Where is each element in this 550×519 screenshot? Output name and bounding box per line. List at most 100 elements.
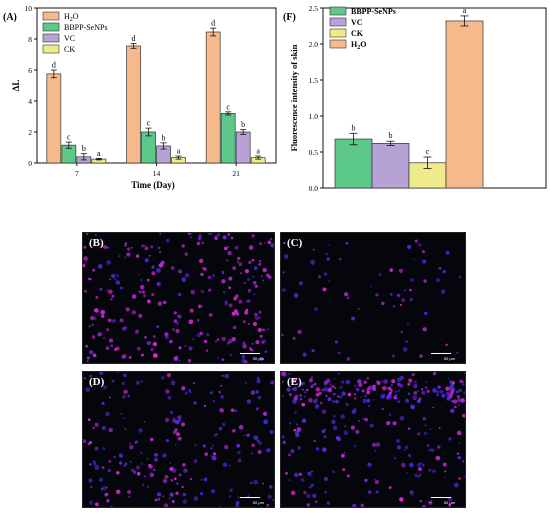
cell-nucleus xyxy=(151,271,156,276)
cell-nucleus xyxy=(101,466,105,469)
cell-nucleus xyxy=(220,394,225,399)
cell-nucleus xyxy=(111,379,115,383)
cell-nucleus xyxy=(88,478,93,483)
cell-nucleus xyxy=(201,241,204,244)
cell-nucleus xyxy=(439,386,441,389)
cell-nucleus xyxy=(224,246,228,251)
cell-nucleus xyxy=(234,409,238,412)
cell-nucleus xyxy=(196,333,201,338)
cell-nucleus xyxy=(170,380,176,386)
stained-cells xyxy=(281,239,462,361)
cell-nucleus xyxy=(85,387,91,393)
cell-nucleus xyxy=(388,413,392,417)
cell-nucleus xyxy=(381,301,385,306)
cell-nucleus xyxy=(416,462,422,468)
cell-nucleus xyxy=(463,372,465,375)
cell-nucleus xyxy=(370,285,373,288)
cell-nucleus xyxy=(100,487,104,491)
cell-nucleus xyxy=(397,389,401,392)
y-tick-label: 1.0 xyxy=(309,112,319,121)
cell-nucleus xyxy=(97,264,103,269)
cell-nucleus xyxy=(311,470,313,473)
cell-nucleus xyxy=(394,457,397,460)
cell-nucleus xyxy=(400,462,406,468)
cell-nucleus xyxy=(238,299,243,304)
cell-nucleus xyxy=(119,318,124,323)
cell-nucleus xyxy=(127,394,131,398)
cell-nucleus xyxy=(396,377,402,383)
cell-nucleus xyxy=(173,501,175,504)
cell-nucleus xyxy=(115,274,120,278)
cell-nucleus xyxy=(189,391,192,394)
scale-bar xyxy=(431,353,451,354)
cell-nucleus xyxy=(188,389,192,392)
cell-nucleus xyxy=(314,404,320,409)
cell-nucleus xyxy=(89,350,94,355)
cell-nucleus xyxy=(187,359,192,363)
micrograph-c-label: (C) xyxy=(287,237,303,249)
cell-nucleus xyxy=(106,260,112,265)
cell-nucleus xyxy=(138,273,140,276)
y-tick-label: 0 xyxy=(28,159,32,168)
cell-nucleus xyxy=(306,503,310,507)
cell-nucleus xyxy=(108,460,112,463)
cell-nucleus xyxy=(237,496,240,499)
cell-nucleus xyxy=(313,439,317,443)
cell-nucleus xyxy=(170,411,173,414)
cell-nucleus xyxy=(448,503,452,507)
legend-swatch xyxy=(329,6,347,16)
cell-nucleus xyxy=(314,398,318,402)
significance-letter: c xyxy=(147,119,151,128)
cell-nucleus xyxy=(445,250,450,255)
cell-nucleus xyxy=(131,310,137,315)
cell-nucleus xyxy=(321,409,327,415)
cell-nucleus xyxy=(452,399,458,404)
cell-nucleus xyxy=(371,442,377,447)
cell-nucleus xyxy=(422,259,427,264)
cell-nucleus xyxy=(103,385,107,390)
cell-nucleus xyxy=(234,245,239,250)
cell-nucleus xyxy=(327,387,333,393)
cell-nucleus xyxy=(156,268,161,273)
cell-nucleus xyxy=(210,447,213,450)
cell-nucleus xyxy=(405,340,408,343)
cell-nucleus xyxy=(321,429,326,434)
cell-nucleus xyxy=(253,479,259,485)
cell-nucleus xyxy=(337,372,340,375)
cell-nucleus xyxy=(171,468,177,473)
significance-letter: d xyxy=(132,34,136,43)
cell-nucleus xyxy=(374,479,379,485)
cell-nucleus xyxy=(91,323,94,326)
cell-nucleus xyxy=(165,389,170,394)
cell-nucleus xyxy=(301,402,306,407)
cell-nucleus xyxy=(333,414,336,418)
cell-nucleus xyxy=(438,266,442,270)
panel-label-a: (A) xyxy=(3,12,17,23)
panel-label-f: (F) xyxy=(283,12,296,23)
cell-nucleus xyxy=(101,314,105,318)
cell-nucleus xyxy=(397,400,401,403)
cell-nucleus xyxy=(442,462,447,467)
cell-nucleus xyxy=(233,296,238,301)
cell-nucleus xyxy=(447,377,450,380)
bar xyxy=(445,20,484,189)
cell-nucleus xyxy=(242,343,247,349)
cell-nucleus xyxy=(243,281,246,285)
cell-nucleus xyxy=(162,478,168,484)
cell-nucleus xyxy=(242,341,246,345)
cell-nucleus xyxy=(174,428,178,432)
cell-nucleus xyxy=(391,354,396,358)
legend-label: H2O xyxy=(64,12,79,23)
cell-nucleus xyxy=(267,240,272,245)
cell-nucleus xyxy=(360,503,365,507)
cell-nucleus xyxy=(184,391,188,395)
cell-nucleus xyxy=(399,415,405,421)
cell-nucleus xyxy=(130,246,133,249)
cell-nucleus xyxy=(222,235,227,240)
cell-nucleus xyxy=(297,427,301,431)
cell-nucleus xyxy=(218,505,221,507)
cell-nucleus xyxy=(181,422,186,427)
cell-nucleus xyxy=(463,475,465,478)
cell-nucleus xyxy=(421,504,426,507)
